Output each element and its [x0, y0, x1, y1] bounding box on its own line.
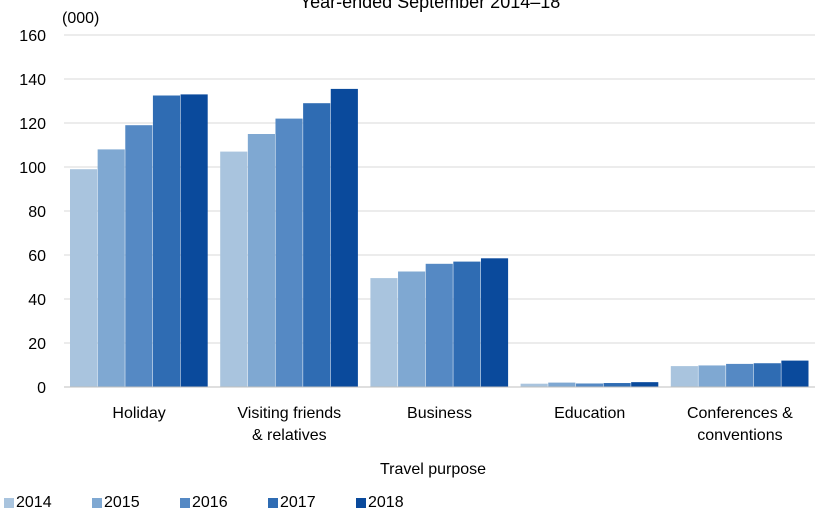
- category-label: Business: [407, 405, 472, 422]
- legend-swatch: [180, 498, 190, 508]
- legend-swatch: [268, 498, 278, 508]
- bar-2014-1: [220, 151, 248, 387]
- legend-item-2017: 2017: [268, 493, 356, 513]
- bar-2014-0: [70, 169, 98, 387]
- bar-2018-0: [180, 94, 208, 388]
- y-axis-ticks: 0 20 40 60 80 100 120 140 160: [19, 28, 46, 397]
- bar-2016-0: [125, 125, 153, 387]
- bar-2018-2: [480, 258, 509, 387]
- legend-item-2018: 2018: [356, 493, 444, 513]
- y-tick-label: 20: [28, 336, 46, 353]
- bar-2017-2: [453, 261, 481, 387]
- legend-swatch: [92, 498, 102, 508]
- legend-label: 2016: [192, 494, 228, 511]
- y-tick-label: 140: [19, 72, 46, 89]
- bar-2016-3: [575, 383, 604, 387]
- y-axis-unit-label: (000): [62, 10, 99, 27]
- legend-swatch: [356, 498, 366, 508]
- x-axis-categories: Holiday Visiting friends & relatives Busine…: [112, 405, 793, 444]
- bar-2017-4: [753, 363, 781, 387]
- legend-label: 2014: [16, 494, 52, 511]
- y-tick-label: 100: [19, 160, 46, 177]
- legend-label: 2017: [280, 494, 316, 511]
- legend-item-2014: 2014: [4, 493, 92, 513]
- bars: [70, 88, 809, 388]
- category-label: Conferences &: [687, 405, 793, 422]
- bar-2018-1: [330, 88, 358, 388]
- y-tick-label: 60: [28, 248, 46, 265]
- bar-2015-3: [548, 382, 576, 387]
- legend-label: 2018: [368, 494, 404, 511]
- legend-item-2015: 2015: [92, 493, 180, 513]
- bar-chart: Year-ended September 2014–18 (000) 0 20 40…: [19, 0, 815, 478]
- bar-2015-0: [97, 149, 125, 387]
- category-label: & relatives: [252, 427, 327, 444]
- category-label: Holiday: [112, 405, 165, 422]
- bar-2017-1: [303, 103, 331, 387]
- chart-title: Year-ended September 2014–18: [300, 0, 561, 12]
- legend: 2014 2015 2016 2017 2018: [4, 493, 444, 513]
- bar-2018-3: [631, 382, 659, 387]
- legend-item-2016: 2016: [180, 493, 268, 513]
- bar-2014-2: [370, 278, 398, 387]
- y-tick-label: 80: [28, 204, 46, 221]
- bar-2015-1: [247, 134, 275, 387]
- category-label: Visiting friends: [237, 405, 341, 422]
- bar-2016-4: [726, 363, 754, 387]
- bar-2018-4: [781, 360, 809, 387]
- y-tick-label: 40: [28, 292, 46, 309]
- y-tick-label: 160: [19, 28, 46, 45]
- bar-2015-2: [398, 271, 426, 387]
- bar-2016-2: [425, 263, 453, 387]
- bar-2016-1: [275, 118, 303, 387]
- y-tick-label: 120: [19, 116, 46, 133]
- category-label: Education: [554, 405, 625, 422]
- legend-label: 2015: [104, 494, 140, 511]
- category-label: conventions: [697, 427, 782, 444]
- bar-2014-4: [670, 366, 698, 387]
- bar-2017-0: [152, 95, 181, 387]
- y-tick-label: 0: [37, 380, 46, 397]
- x-axis-title: Travel purpose: [380, 461, 486, 478]
- bar-2015-4: [698, 365, 726, 387]
- bar-2017-3: [603, 383, 631, 387]
- bar-2014-3: [520, 383, 548, 387]
- legend-swatch: [4, 498, 14, 508]
